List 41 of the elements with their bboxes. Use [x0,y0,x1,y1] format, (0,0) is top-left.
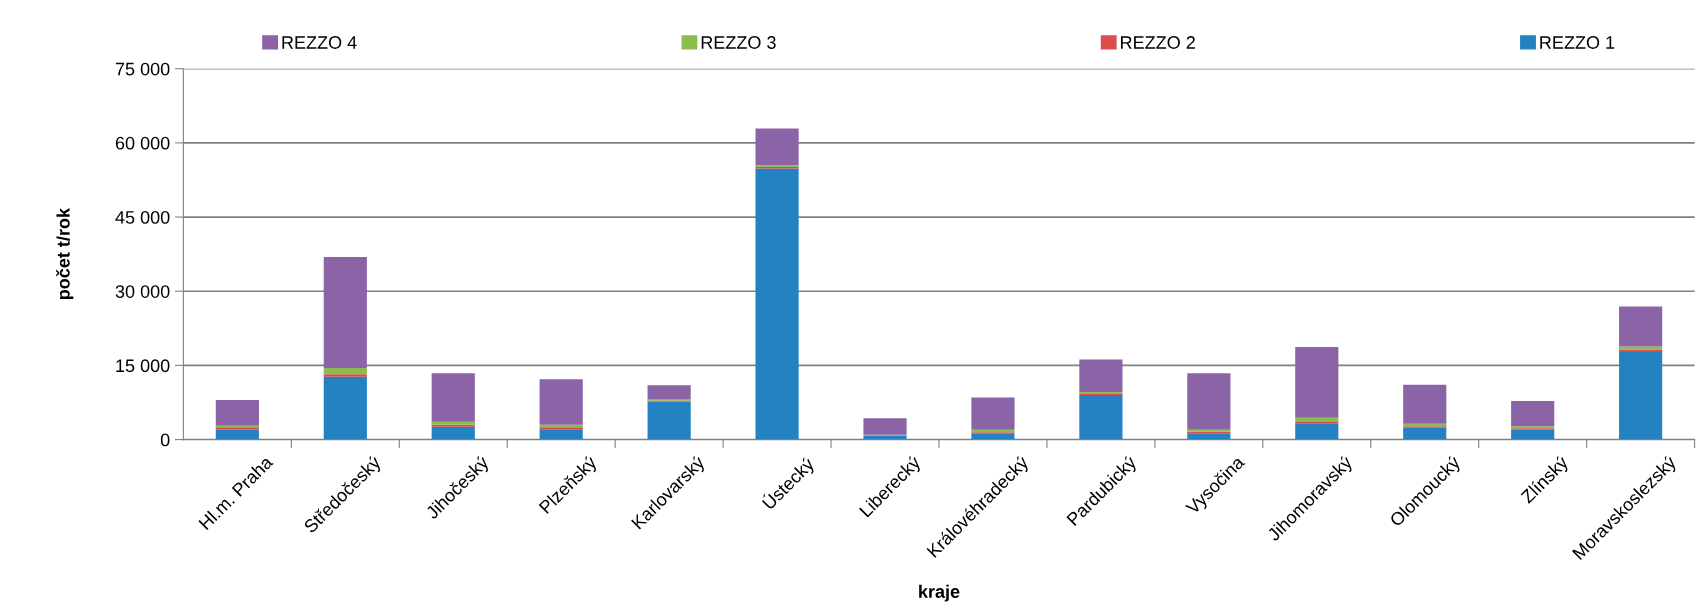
legend-label: REZZO 2 [1121,36,1195,49]
legend-label: REZZO 1 [1540,36,1615,49]
bar [323,376,367,440]
bar [431,373,475,422]
y-tick-label: 45 000 [115,210,170,224]
legend-label: REZZO 4 [282,36,357,49]
bar [1511,429,1555,440]
bar [647,385,691,400]
y-tick-label: 0 [160,433,170,447]
bar [863,418,907,435]
bar [755,128,799,166]
y-tick-label: 60 000 [115,136,170,150]
bar [323,374,367,377]
bar [1187,373,1231,430]
bar [1295,423,1339,440]
bar [323,367,367,375]
bar [323,257,367,368]
x-axis-title: kraje [919,584,960,602]
bar [1403,384,1447,424]
bar [1079,395,1123,440]
bar [539,379,583,425]
y-tick-label: 30 000 [115,285,170,298]
bar [1403,427,1447,440]
bar [971,433,1015,440]
bar [215,400,259,426]
bar [971,397,1015,430]
bar [647,401,691,440]
bar [215,429,259,440]
bar [1619,352,1663,440]
bar [1187,433,1231,440]
bar [1079,359,1123,393]
bar [1511,401,1555,427]
bar [1295,347,1339,418]
bar [539,429,583,440]
y-tick-label: 75 000 [115,62,170,76]
y-tick-label: 15 000 [116,359,170,373]
bar [431,426,475,440]
bar [1619,306,1663,347]
bar [755,168,799,440]
y-axis-title: počet t/rok [56,207,74,300]
legend-label: REZZO 3 [701,36,776,49]
